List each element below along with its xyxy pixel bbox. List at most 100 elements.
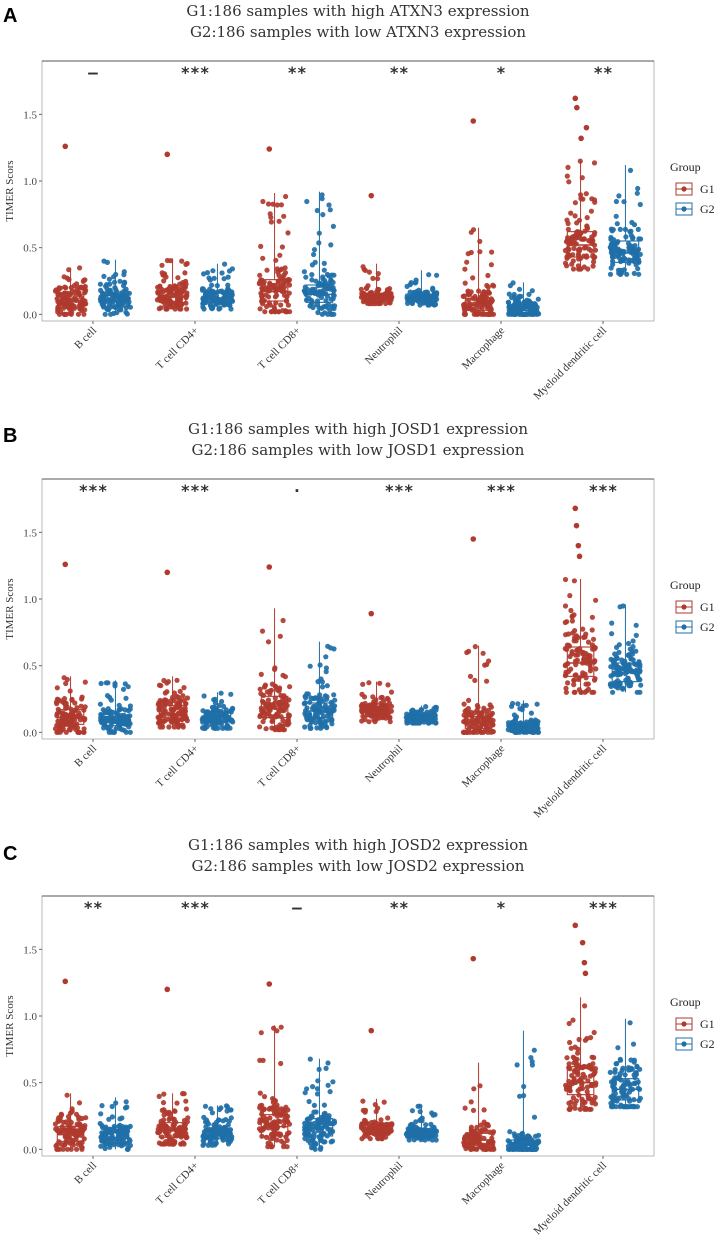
- data-point: [415, 1103, 421, 1109]
- data-point: [329, 707, 335, 713]
- data-point: [282, 270, 289, 276]
- data-point: [319, 192, 325, 198]
- data-point: [564, 646, 570, 653]
- data-point: [322, 278, 328, 284]
- legend-title: Group: [670, 578, 701, 592]
- data-point: [183, 281, 189, 287]
- data-point: [475, 298, 481, 304]
- data-point: [278, 302, 284, 308]
- data-point: [631, 1059, 637, 1065]
- data-point: [166, 1137, 172, 1143]
- data-point: [111, 1123, 117, 1130]
- x-tick-label: Neutrophil: [363, 743, 405, 785]
- data-point: [325, 1126, 331, 1132]
- data-point: [630, 644, 636, 650]
- data-point: [629, 219, 635, 226]
- data-point: [177, 688, 183, 695]
- data-point: [406, 1137, 412, 1143]
- data-point: [284, 1144, 290, 1150]
- data-point: [571, 245, 577, 251]
- data-point: [562, 576, 569, 583]
- data-point: [81, 311, 87, 317]
- data-point: [304, 1086, 310, 1092]
- data-point: [568, 1099, 574, 1105]
- data-point: [154, 297, 160, 303]
- x-tick-label: Neutrophil: [363, 1160, 405, 1202]
- data-point: [217, 1126, 223, 1132]
- data-point: [507, 1129, 513, 1135]
- data-point: [620, 603, 626, 609]
- data-point: [109, 729, 115, 735]
- data-point: [416, 287, 422, 293]
- data-point: [323, 665, 329, 671]
- data-point: [120, 686, 127, 692]
- data-point: [69, 1128, 75, 1135]
- data-point: [485, 284, 491, 290]
- data-point: [108, 1141, 114, 1147]
- data-point: [570, 1017, 576, 1023]
- data-point: [367, 300, 373, 307]
- data-point: [317, 662, 323, 668]
- significance-label: —: [88, 63, 98, 82]
- data-point: [434, 272, 440, 278]
- data-point: [575, 1066, 581, 1072]
- data-point: [630, 1041, 637, 1047]
- data-point: [274, 1124, 280, 1131]
- data-point: [565, 226, 572, 232]
- plot-frame: [41, 60, 655, 322]
- data-point: [266, 711, 272, 717]
- data-point: [277, 633, 283, 639]
- data-point: [82, 307, 88, 313]
- data-point: [202, 1103, 209, 1109]
- data-point: [173, 284, 179, 290]
- data-point: [306, 1121, 312, 1127]
- x-tick-label: Macrophage: [460, 325, 507, 372]
- data-point: [462, 1105, 468, 1111]
- data-point: [622, 256, 628, 262]
- data-point: [316, 240, 322, 246]
- data-point: [615, 1045, 621, 1051]
- scatter-points-g1: [154, 257, 190, 312]
- data-point: [388, 689, 395, 695]
- data-point: [314, 1086, 320, 1092]
- data-point: [325, 311, 331, 317]
- data-point: [562, 673, 569, 679]
- legend-label: G1: [700, 1017, 715, 1031]
- data-point: [583, 244, 589, 250]
- data-point: [228, 691, 234, 697]
- significance-label: ***: [589, 481, 618, 500]
- data-point: [330, 1079, 336, 1085]
- outlier-point: [368, 192, 375, 199]
- data-point: [79, 1144, 85, 1151]
- data-point: [431, 1124, 437, 1130]
- data-point: [362, 716, 368, 723]
- data-point: [309, 1114, 315, 1120]
- data-point: [172, 1108, 178, 1114]
- data-point: [323, 303, 329, 309]
- data-point: [571, 677, 577, 683]
- data-point: [610, 689, 616, 695]
- data-point: [260, 719, 266, 725]
- data-point: [621, 1095, 627, 1101]
- data-point: [123, 286, 129, 292]
- data-point: [608, 681, 614, 687]
- data-point: [366, 269, 372, 275]
- data-point: [636, 271, 642, 277]
- data-point: [158, 1123, 164, 1129]
- data-point: [210, 268, 216, 274]
- box-g1: [566, 646, 595, 677]
- data-point: [328, 645, 334, 651]
- data-point: [265, 201, 272, 207]
- data-point: [364, 285, 370, 291]
- y-tick-label: 0.5: [23, 1078, 37, 1090]
- data-point: [509, 703, 515, 710]
- data-point: [263, 703, 269, 709]
- data-point: [55, 697, 62, 703]
- data-point: [211, 275, 217, 281]
- panel-letter: A: [3, 5, 17, 27]
- data-point: [489, 249, 495, 255]
- data-point: [588, 208, 595, 214]
- data-point: [284, 294, 290, 300]
- data-point: [179, 258, 185, 264]
- data-point: [123, 729, 129, 735]
